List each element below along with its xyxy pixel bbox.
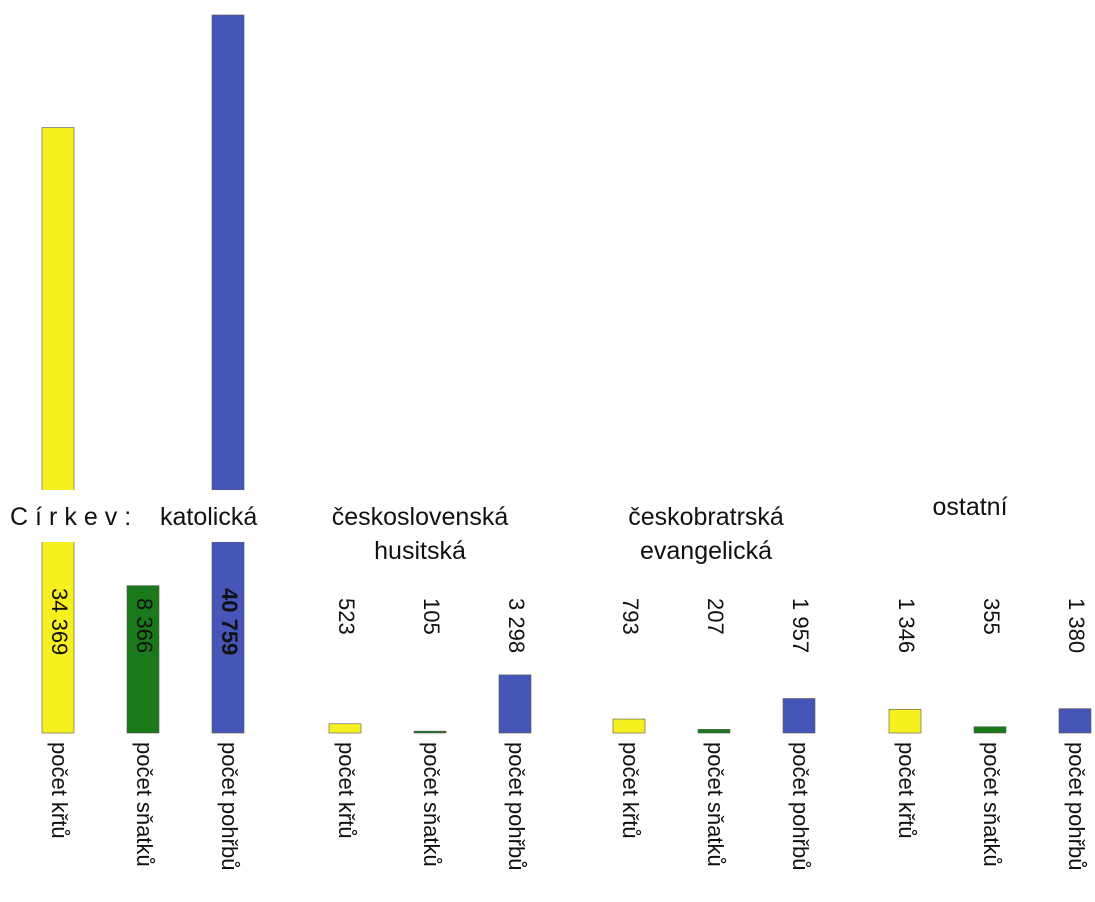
series-label: počet křtů (334, 742, 359, 839)
bar (126, 585, 160, 734)
group-label: ostatní (932, 493, 1008, 521)
series-label: počet sňatků (979, 742, 1004, 867)
series-label: počet sňatků (132, 742, 157, 867)
bar (782, 698, 816, 734)
bar (973, 726, 1007, 734)
series-label: počet pohřbů (217, 742, 242, 870)
value-label: 8 366 (132, 598, 157, 653)
series-label: počet pohřbů (504, 742, 529, 870)
group-label: katolická (160, 503, 258, 531)
bar (328, 723, 362, 734)
x-axis-label: Církev: (10, 503, 139, 531)
series-label: počet pohřbů (1064, 742, 1089, 870)
bar (697, 729, 731, 734)
bar (612, 718, 646, 734)
bar (211, 14, 245, 734)
bar (413, 730, 447, 734)
value-label: 34 369 (47, 588, 72, 655)
value-label: 793 (618, 598, 643, 635)
value-label: 1 380 (1064, 598, 1089, 653)
value-label: 1 346 (894, 598, 919, 653)
series-label: počet křtů (618, 742, 643, 839)
value-label: 523 (334, 598, 359, 635)
series-label: počet sňatků (419, 742, 444, 867)
value-label: 1 957 (788, 598, 813, 653)
series-label: počet sňatků (703, 742, 728, 867)
series-label: počet pohřbů (788, 742, 813, 870)
bar (498, 674, 532, 734)
value-label: 40 759 (217, 588, 242, 655)
series-label: počet křtů (894, 742, 919, 839)
bar (41, 127, 75, 734)
group-label: českobratrská evangelická (628, 503, 784, 565)
bar (1058, 708, 1092, 734)
bar (888, 708, 922, 734)
label-band (0, 490, 300, 542)
series-label: počet křtů (47, 742, 72, 839)
value-label: 3 298 (504, 598, 529, 653)
value-label: 207 (703, 598, 728, 635)
group-label: československá husitská (331, 503, 509, 565)
value-label: 105 (419, 598, 444, 635)
value-label: 355 (979, 598, 1004, 635)
